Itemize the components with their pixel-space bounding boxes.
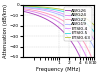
ETSI0.4	[65, 14, 66, 15]
ETSI0.5	[23, 6, 24, 7]
ETSI0.5	[65, 12, 66, 13]
ETSI0.5	[82, 20, 83, 21]
ETSI0.63	[64, 10, 66, 11]
AWG22	[23, 8, 24, 9]
Line: ETSI0.63: ETSI0.63	[23, 6, 94, 25]
ETSI0.4	[87, 30, 88, 31]
AWG19	[66, 17, 67, 18]
Legend: AWG26, AWG24, AWG22, AWG19, ETSI0.4, ETSI0.5, ETSI0.63: AWG26, AWG24, AWG22, AWG19, ETSI0.4, ETS…	[64, 7, 92, 41]
AWG22	[87, 47, 88, 48]
AWG26	[65, 33, 66, 34]
AWG19	[93, 47, 94, 48]
ETSI0.63	[65, 10, 66, 11]
AWG26	[82, 63, 83, 64]
AWG24	[65, 26, 66, 27]
Line: AWG22: AWG22	[23, 9, 94, 63]
Line: AWG26: AWG26	[23, 11, 94, 75]
AWG24	[23, 9, 24, 10]
AWG26	[23, 11, 24, 12]
ETSI0.5	[23, 6, 24, 7]
AWG19	[23, 7, 24, 8]
AWG19	[82, 30, 83, 31]
AWG22	[82, 40, 83, 41]
AWG24	[82, 49, 83, 50]
Line: ETSI0.4: ETSI0.4	[23, 7, 94, 39]
AWG24	[23, 9, 24, 10]
ETSI0.4	[66, 15, 67, 16]
AWG22	[23, 8, 24, 9]
AWG26	[66, 35, 67, 36]
ETSI0.5	[93, 31, 94, 32]
ETSI0.5	[87, 24, 88, 25]
ETSI0.5	[66, 12, 67, 13]
ETSI0.4	[93, 39, 94, 40]
AWG22	[65, 22, 66, 23]
AWG24	[87, 58, 88, 59]
AWG24	[64, 26, 66, 27]
ETSI0.63	[87, 19, 88, 20]
AWG22	[93, 62, 94, 63]
AWG24	[66, 27, 67, 28]
ETSI0.4	[82, 25, 83, 26]
Line: AWG19: AWG19	[23, 8, 94, 47]
Y-axis label: Attenuation (dB/km): Attenuation (dB/km)	[4, 4, 8, 58]
AWG26	[64, 33, 66, 34]
ETSI0.63	[66, 10, 67, 11]
ETSI0.63	[93, 24, 94, 25]
ETSI0.4	[64, 14, 66, 15]
AWG19	[87, 36, 88, 37]
ETSI0.5	[64, 12, 66, 13]
AWG19	[23, 7, 24, 8]
Line: ETSI0.5: ETSI0.5	[23, 6, 94, 31]
AWG22	[66, 22, 67, 23]
AWG26	[23, 11, 24, 12]
ETSI0.63	[82, 16, 83, 17]
X-axis label: Frequency (MHz): Frequency (MHz)	[36, 67, 81, 72]
Line: AWG24: AWG24	[23, 10, 94, 75]
AWG19	[65, 17, 66, 18]
